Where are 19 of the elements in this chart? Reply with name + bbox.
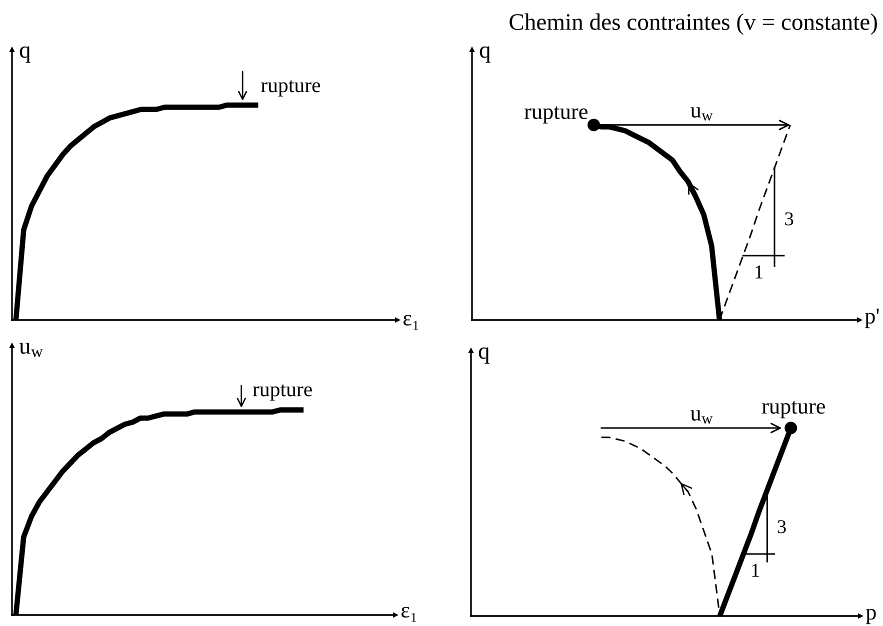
x-axis-title: p' bbox=[864, 308, 879, 328]
annotation: 1 bbox=[752, 564, 760, 577]
y-axis-title: u$_{w}$ bbox=[19, 342, 43, 358]
annotation: 3 bbox=[778, 520, 786, 534]
text: u$_{w}$ bbox=[690, 107, 713, 121]
y-axis-title: q bbox=[480, 46, 490, 63]
y-axis-title: q bbox=[20, 46, 30, 63]
y-axis-title: q bbox=[478, 347, 490, 364]
annotation: 3 bbox=[785, 212, 794, 226]
series-label: rupture bbox=[762, 401, 825, 418]
text: rupture bbox=[252, 384, 312, 401]
series-label: rupture bbox=[524, 106, 588, 124]
text: u$_{w}$ bbox=[690, 410, 713, 424]
x-axis-title: p bbox=[866, 608, 876, 624]
chart-title: Chemin des contraintes (v = constante) bbox=[510, 13, 877, 35]
text: rupture bbox=[261, 80, 320, 96]
x-axis-title: ε₁ bbox=[401, 606, 416, 622]
annotation: 1 bbox=[756, 266, 762, 278]
x-axis-title: ε₁ bbox=[403, 314, 418, 330]
